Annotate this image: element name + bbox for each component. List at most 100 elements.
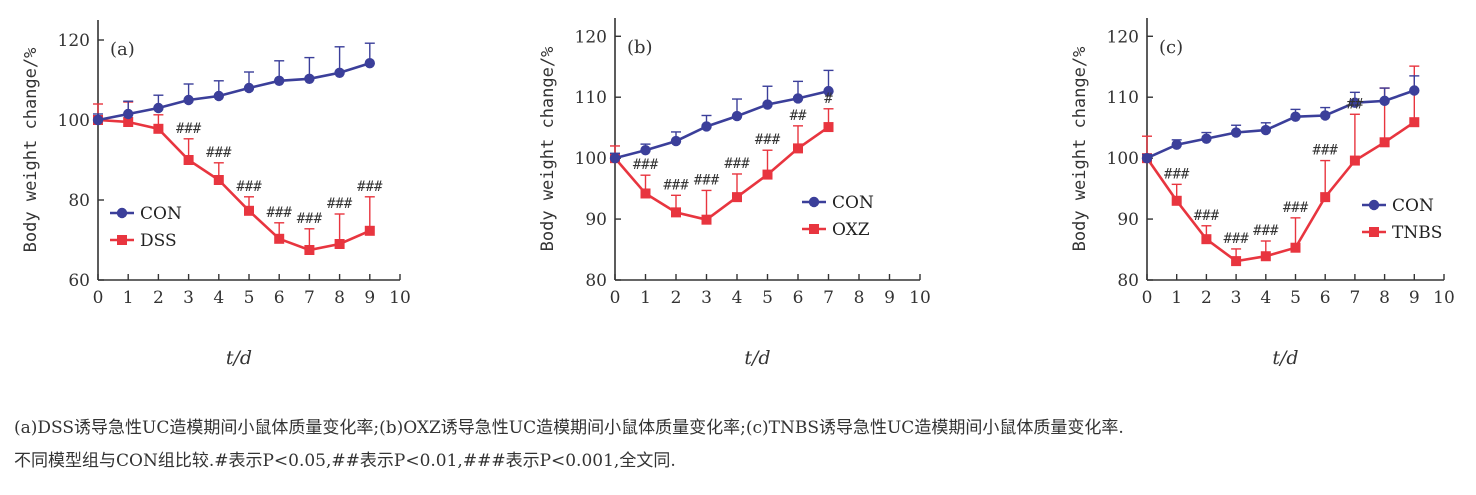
series-line [97,61,371,122]
y-tick-label: 120 [58,31,90,51]
data-point [1171,139,1182,150]
significance-marker: ## [790,108,807,124]
x-tick-label: 7 [1349,288,1360,308]
data-point [1349,97,1361,108]
caption-line-1: (a)DSS诱导急性UC造模期间小鼠体质量变化率;(b)OXZ诱导急性UC造模期… [14,418,1124,438]
data-point [1201,234,1212,245]
x-tick-label: 4 [1260,288,1271,308]
chart-panel-2: 80 90 100 110 120 0 1 2 3 4 5 6 7 8 9 10 Body weight cha… [538,18,931,369]
y-tick-label: 80 [585,271,607,291]
significance-marker: ### [694,172,720,188]
x-tick-label: 10 [1433,288,1455,308]
chart-panel-3: 80 90 100 110 120 0 1 2 3 4 5 6 7 8 9 10 Body weight cha… [1070,18,1455,369]
data-point [364,225,375,236]
data-point [1320,192,1331,203]
significance-marker: ### [176,121,202,137]
legend-item-oxz: OXZ [802,220,870,240]
data-point [153,102,164,114]
series-line [97,118,371,252]
x-tick-label: 9 [364,288,375,308]
y-tick-label: 120 [575,27,607,47]
data-point [183,94,194,106]
x-tick-label: 1 [640,288,651,308]
y-tick-label: 120 [1107,27,1139,47]
x-tick-label: 3 [183,288,194,308]
x-axis-label: t/d [226,347,252,369]
figure: 60 80 100 120 0 1 2 3 4 5 6 7 8 9 10 Body weight change… [21,18,1455,369]
x-tick-label: 5 [762,288,773,308]
series-line [1146,89,1415,160]
y-tick-label: 100 [58,111,90,131]
data-point [304,73,315,85]
y-tick-label: 90 [585,210,607,230]
significance-marker: ### [1164,166,1190,182]
series-con [92,42,375,126]
x-axis-label: t/d [1272,347,1298,369]
x-tick-label: 9 [1409,288,1420,308]
data-point [304,245,315,255]
significance-marker: ### [1194,208,1220,224]
series-line [614,126,830,222]
panel-label: (b) [627,37,653,58]
data-point [123,117,134,127]
data-point [609,152,621,164]
x-tick-label: 5 [244,288,255,308]
chart-panel-1: 60 80 100 120 0 1 2 3 4 5 6 7 8 9 10 Body weight change… [21,20,411,369]
significance-marker: ## [1346,96,1363,112]
data-point [640,145,651,156]
y-tick-label: 80 [68,191,90,211]
significance-marker: ### [267,205,293,221]
legend-label: DSS [140,231,177,251]
x-tick-label: 6 [274,288,285,308]
y-tick-label: 100 [1107,149,1139,169]
y-axis-label: Body weight change/% [1070,47,1090,252]
x-tick-label: 7 [823,288,834,308]
x-tick-label: 3 [1231,288,1242,308]
legend-item-con: CON [802,193,874,213]
data-point [364,58,375,69]
legend-item-con: CON [1362,196,1434,216]
legend-label: CON [832,193,874,213]
x-tick-label: 10 [909,288,931,308]
data-point [274,75,285,87]
significance-marker: # [824,91,833,107]
legend-marker [117,235,127,245]
data-point [1201,133,1212,144]
x-tick-label: 0 [1142,288,1153,308]
x-tick-label: 2 [153,288,164,308]
legend-marker [116,207,128,219]
data-point [1320,110,1331,121]
data-point [732,192,742,203]
legend-marker [809,224,819,234]
x-tick-label: 8 [334,288,345,308]
data-point [670,135,682,147]
data-point [762,169,773,180]
y-axis-label: Body weight change/% [538,47,558,252]
data-point [1379,137,1390,148]
figure-caption: (a)DSS诱导急性UC造模期间小鼠体质量变化率;(b)OXZ诱导急性UC造模期… [14,412,1464,478]
legend-item-dss: DSS [110,231,177,251]
significance-marker: ### [357,179,383,195]
data-point [244,205,254,216]
x-tick-label: 0 [610,288,621,308]
data-point [1141,152,1153,164]
data-point [671,207,681,218]
data-point [640,188,651,199]
x-tick-label: 8 [1379,288,1390,308]
y-tick-label: 110 [1107,88,1139,108]
x-tick-label: 10 [389,288,411,308]
y-tick-label: 100 [575,149,607,169]
x-axis-label: t/d [744,347,770,369]
data-point [1260,251,1271,262]
x-tick-label: 8 [854,288,865,308]
data-point [123,108,134,120]
data-point [243,82,255,94]
x-tick-label: 7 [304,288,315,308]
x-tick-label: 0 [93,288,104,308]
x-tick-label: 2 [1201,288,1212,308]
significance-marker: ### [206,145,232,161]
data-point [793,143,803,154]
y-tick-label: 90 [1117,210,1139,230]
significance-marker: ### [633,157,659,173]
x-tick-label: 5 [1290,288,1301,308]
